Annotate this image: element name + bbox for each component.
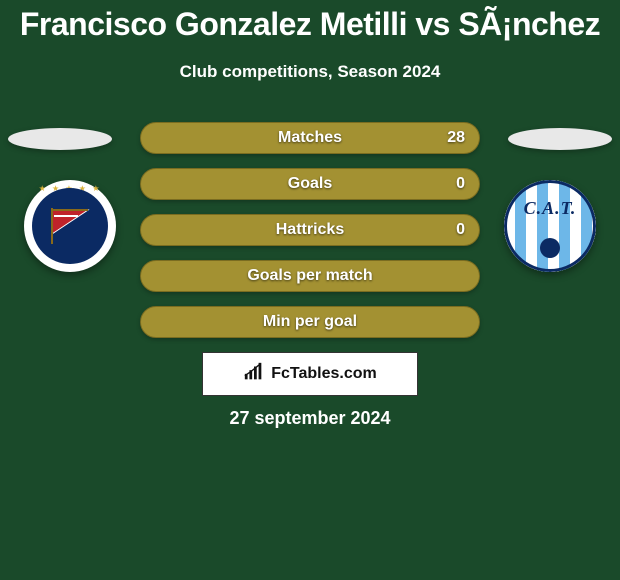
stat-bar-min-per-goal: Min per goal	[140, 306, 480, 338]
page-title: Francisco Gonzalez Metilli vs SÃ¡nchez	[0, 6, 620, 43]
stat-label: Goals	[141, 169, 479, 199]
stat-label: Goals per match	[141, 261, 479, 291]
player-right-placeholder	[508, 128, 612, 150]
stat-value-right: 0	[456, 169, 465, 199]
date-text: 27 september 2024	[0, 408, 620, 429]
pennant-icon	[48, 204, 92, 248]
badge-ring: C.A.T.	[504, 180, 596, 272]
stat-bar-goals: Goals 0	[140, 168, 480, 200]
stat-label: Matches	[141, 123, 479, 153]
badge-inner	[32, 188, 108, 264]
stat-value-right: 28	[447, 123, 465, 153]
stat-value-right: 0	[456, 215, 465, 245]
footer-logo-box: FcTables.com	[202, 352, 418, 396]
bar-chart-icon	[243, 361, 265, 388]
stats-bars: Matches 28 Goals 0 Hattricks 0 Goals per…	[140, 122, 480, 352]
footer-logo-text: FcTables.com	[271, 365, 377, 383]
club-badge-left: ★ ★ ★ ★ ★	[24, 180, 116, 272]
stat-bar-goals-per-match: Goals per match	[140, 260, 480, 292]
stat-label: Hattricks	[141, 215, 479, 245]
badge-border	[504, 180, 596, 272]
club-badge-right: C.A.T.	[504, 180, 596, 272]
stat-bar-hattricks: Hattricks 0	[140, 214, 480, 246]
page-subtitle: Club competitions, Season 2024	[0, 62, 620, 82]
stat-label: Min per goal	[141, 307, 479, 337]
player-left-placeholder	[8, 128, 112, 150]
stat-bar-matches: Matches 28	[140, 122, 480, 154]
